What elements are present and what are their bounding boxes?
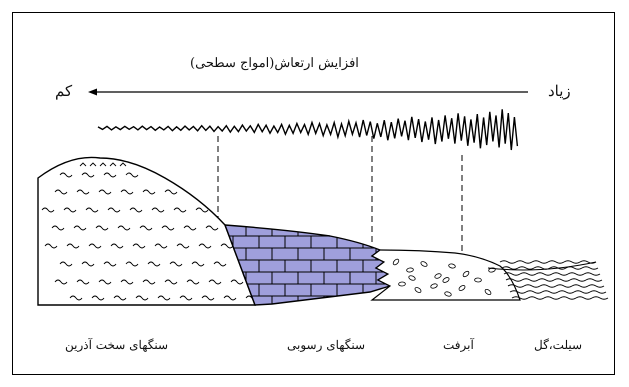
label-sedimentary-rock: سنگهای رسوبی [287,338,366,352]
scale-arrow [88,88,528,96]
hard-igneous-rock [37,156,259,306]
alluvium-layer [370,249,521,301]
label-alluvium: آبرفت [443,338,474,352]
scale-low-label: کم [55,82,73,100]
dashed-guides [217,136,463,252]
label-hard-igneous-rock: سنگهای سخت آذرین [65,338,169,352]
seismic-wave-trace [97,109,519,151]
scale-high-label: زیاد [548,82,571,100]
label-silt-mud: سیلت،گل [534,338,583,352]
diagram-title: افزایش ارتعاش(امواج سطحی) [190,56,359,71]
silt-mud-layer [487,260,609,300]
